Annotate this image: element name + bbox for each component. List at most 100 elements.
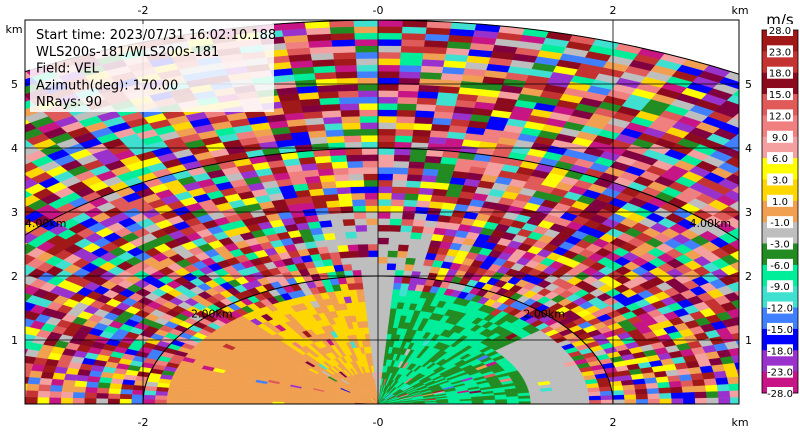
radar-gate xyxy=(738,376,739,379)
radar-gate xyxy=(340,109,360,117)
radar-gate xyxy=(0,204,6,216)
radar-gate xyxy=(393,276,403,284)
radar-gate xyxy=(405,250,418,259)
radar-gate xyxy=(366,314,373,322)
radar-gate xyxy=(373,339,379,347)
radar-gate xyxy=(735,226,739,231)
radar-gate xyxy=(400,45,425,54)
radar-gate xyxy=(386,256,398,264)
radar-gate xyxy=(392,282,402,290)
radar-gate xyxy=(401,32,426,41)
radar-gate xyxy=(413,116,434,125)
radar-gate xyxy=(729,390,739,398)
radar-gate xyxy=(658,387,672,394)
radar-gate xyxy=(741,296,758,306)
radar-gate xyxy=(387,243,399,252)
radar-gate xyxy=(600,399,614,404)
radar-gate xyxy=(423,219,438,228)
radar-gate xyxy=(362,166,379,174)
radar-gate xyxy=(383,301,392,309)
radar-gate xyxy=(415,103,436,112)
radar-gate xyxy=(399,64,422,73)
radar-gate xyxy=(716,383,730,392)
radar-gate xyxy=(362,160,379,168)
radar-gate xyxy=(331,45,356,54)
radar-gate xyxy=(396,109,416,117)
radar-gate xyxy=(377,320,384,328)
radar-gate xyxy=(740,181,762,193)
radar-gate xyxy=(332,167,349,176)
radar-gate xyxy=(362,282,371,290)
radar-gate xyxy=(377,237,389,245)
radar-gate xyxy=(361,275,371,283)
radar-gate xyxy=(741,164,764,176)
radar-gate xyxy=(744,286,762,296)
radar-gate xyxy=(365,211,379,219)
radar-gate xyxy=(391,288,401,297)
radar-gate xyxy=(682,391,696,399)
radar-gate xyxy=(364,192,379,200)
radar-gate xyxy=(0,344,5,353)
radar-gate xyxy=(377,134,396,143)
radar-gate xyxy=(705,390,719,398)
radar-gate xyxy=(0,78,11,91)
radar-gate xyxy=(333,231,347,240)
radar-gate xyxy=(399,51,424,60)
radar-gate xyxy=(333,58,357,66)
radar-gate xyxy=(413,212,428,221)
radar-gate xyxy=(636,398,649,404)
radar-gate xyxy=(331,225,346,234)
radar-gate xyxy=(0,243,8,254)
radar-gate xyxy=(356,70,379,79)
radar-gate xyxy=(361,147,379,155)
radar-gate xyxy=(352,205,366,213)
radar-gate xyxy=(734,362,739,370)
radar-gate xyxy=(385,282,394,290)
radar-gate xyxy=(362,173,379,181)
radar-gate xyxy=(577,399,590,404)
radar-gate xyxy=(736,369,739,377)
radar-gate xyxy=(325,200,341,208)
radar-gate xyxy=(369,269,379,277)
radar-gate xyxy=(360,141,379,149)
radar-gate xyxy=(0,254,7,265)
radar-gate xyxy=(320,226,335,235)
radar-gate xyxy=(377,90,399,98)
radar-gate xyxy=(395,122,415,130)
radar-gate xyxy=(0,310,2,320)
radar-gate xyxy=(323,193,339,202)
radar-gate xyxy=(412,122,433,131)
radar-gate xyxy=(390,192,406,200)
radar-gate xyxy=(368,262,379,270)
radar-gate xyxy=(320,180,337,189)
radar-gate xyxy=(397,244,409,252)
radar-gate xyxy=(730,396,739,404)
radar-gate xyxy=(401,276,411,284)
radar-gate xyxy=(428,136,447,145)
radar-gate xyxy=(541,397,555,402)
radar-gate xyxy=(704,384,719,392)
radar-gate xyxy=(349,186,365,194)
radar-gate xyxy=(377,147,395,155)
radar-gate xyxy=(420,174,438,183)
radar-gate xyxy=(0,102,10,114)
radar-gate xyxy=(681,385,695,393)
radar-gate xyxy=(0,235,18,246)
radar-gate xyxy=(542,400,555,404)
radar-gate xyxy=(355,231,368,239)
radar-gate xyxy=(339,103,360,111)
radar-gate xyxy=(346,160,364,169)
radar-gate xyxy=(343,224,357,233)
radar-gate xyxy=(377,128,396,136)
radar-gate xyxy=(377,294,386,302)
radar-gate xyxy=(377,26,403,34)
radar-gate xyxy=(356,237,368,245)
radar-gate xyxy=(340,115,361,124)
radar-gate xyxy=(377,314,384,322)
radar-gate xyxy=(363,186,379,194)
radar-gate xyxy=(671,397,684,404)
radar-gate xyxy=(372,314,379,322)
radar-gate xyxy=(393,147,412,156)
radar-gate xyxy=(371,301,379,309)
radar-gate xyxy=(403,199,418,207)
